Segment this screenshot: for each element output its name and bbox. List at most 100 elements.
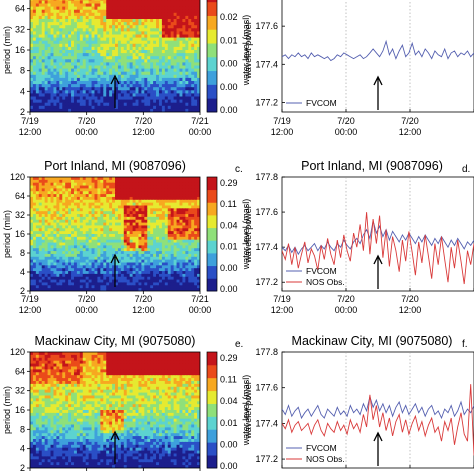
wavelet-cell [56, 242, 60, 246]
wavelet-cell [71, 202, 75, 207]
wavelet-cell [82, 242, 87, 246]
wavelet-cell [103, 265, 107, 269]
wavelet-cell [185, 248, 189, 252]
wavelet-cell [141, 31, 145, 36]
wavelet-cell [158, 31, 163, 36]
wavelet-cell [47, 205, 52, 209]
wavelet-cell [41, 194, 46, 198]
wavelet-cell [82, 62, 87, 67]
wavelet-cell [123, 102, 128, 107]
wavelet-cell [38, 216, 43, 221]
wavelet-cell [164, 50, 169, 54]
wavelet-cell [88, 50, 93, 54]
wavelet-cell [185, 253, 189, 258]
wavelet-cell [194, 74, 198, 79]
wavelet-cell [97, 214, 101, 218]
wavelet-cell [117, 245, 122, 249]
wavelet-cell [173, 196, 178, 201]
wavelet-cell [129, 285, 134, 289]
wavelet-cell [71, 96, 75, 101]
wavelet-cell [185, 108, 189, 112]
wavelet-cell [109, 273, 113, 278]
wavelet-cell [112, 251, 116, 255]
wavelet-cell [50, 43, 55, 48]
wavelet-cell [135, 31, 140, 36]
wavelet-cell [164, 282, 169, 286]
wavelet-cell [35, 188, 40, 192]
wavelet-cell [138, 236, 142, 241]
wavelet-cell [106, 357, 110, 362]
wavelet-cell [100, 265, 104, 269]
wavelet-cell [147, 59, 151, 63]
wavelet-cell [173, 273, 178, 278]
wavelet-cell [135, 87, 140, 91]
wavelet-cell [197, 219, 200, 224]
wavelet-cell [68, 288, 72, 291]
wavelet-cell [32, 0, 37, 5]
wavelet-cell [112, 234, 116, 238]
wavelet-cell [188, 22, 192, 26]
x-tick-label-time: 00:00 [335, 127, 358, 137]
wavelet-cell [97, 71, 101, 76]
wavelet-cell [170, 251, 175, 255]
wavelet-cell [135, 234, 140, 238]
wavelet-cell [176, 222, 181, 227]
wavelet-cell [167, 56, 172, 60]
wavelet-cell [132, 256, 137, 261]
wavelet-cell [97, 177, 101, 181]
wavelet-cell [156, 77, 160, 82]
wavelet-cell [100, 214, 104, 218]
wavelet-cell [167, 6, 172, 11]
colorbar-segment [207, 227, 217, 241]
wavelet-cell [182, 6, 186, 11]
wavelet-cell [71, 256, 75, 261]
wavelet-cell [173, 185, 178, 189]
wavelet-cell [62, 43, 66, 48]
wavelet-cell [59, 90, 63, 94]
wavelet-cell [120, 43, 125, 48]
wavelet-cell [85, 191, 90, 195]
wavelet-cell [167, 222, 172, 227]
wavelet-cell [106, 182, 110, 187]
wavelet-cell [176, 357, 181, 362]
wavelet-cell [71, 282, 75, 286]
wavelet-cell [76, 43, 81, 48]
wavelet-cell [176, 31, 181, 36]
wavelet-cell [153, 74, 157, 79]
wavelet-cell [197, 108, 200, 112]
wavelet-cell [129, 6, 134, 11]
wavelet-cell [38, 15, 43, 20]
wavelet-cell [120, 77, 125, 82]
wavelet-cell [138, 12, 142, 17]
wavelet-cell [88, 28, 93, 32]
wavelet-cell [35, 31, 40, 36]
wavelet-cell [76, 22, 81, 26]
wavelet-cell [182, 46, 186, 51]
wavelet-cell [167, 3, 172, 8]
wavelet-cell [167, 81, 172, 85]
wavelet-cell [179, 259, 184, 264]
wavelet-cell [123, 225, 128, 229]
wavelet-cell [85, 239, 90, 244]
wavelet-cell [112, 285, 116, 289]
wavelet-cell [76, 276, 81, 281]
wavelet-cell [129, 202, 134, 207]
wavelet-cell [88, 259, 93, 264]
wavelet-cell [126, 214, 131, 218]
wavelet-cell [44, 68, 49, 73]
wavelet-cell [153, 354, 157, 359]
wavelet-cell [103, 354, 107, 359]
wavelet-cell [161, 352, 166, 356]
wavelet-cell [100, 196, 104, 201]
wavelet-cell [150, 53, 154, 57]
wavelet-cell [132, 96, 137, 101]
wavelet-cell [141, 216, 145, 221]
wavelet-cell [109, 68, 113, 73]
wavelet-cell [88, 22, 93, 26]
wavelet-cell [41, 242, 46, 246]
wavelet-cell [38, 194, 43, 198]
wavelet-cell [32, 248, 37, 252]
wavelet-cell [117, 65, 122, 70]
wavelet-cell [153, 239, 157, 244]
